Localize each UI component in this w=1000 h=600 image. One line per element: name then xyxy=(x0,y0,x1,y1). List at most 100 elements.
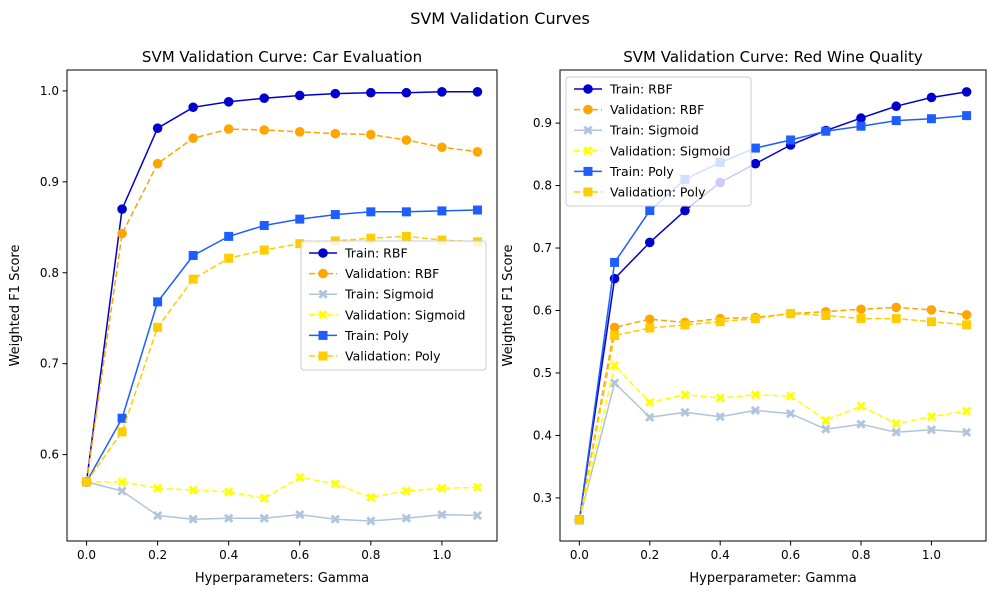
series-train-sigmoid xyxy=(574,378,972,525)
data-point xyxy=(295,214,305,224)
data-point xyxy=(750,143,760,153)
data-point xyxy=(962,320,972,330)
data-point xyxy=(117,413,127,423)
data-point xyxy=(437,206,447,216)
y-axis-label: Weighted F1 Score xyxy=(501,245,516,367)
data-point xyxy=(786,309,796,319)
data-point xyxy=(472,510,483,521)
data-point xyxy=(224,487,234,497)
data-point xyxy=(401,87,412,98)
legend-swatch-marker xyxy=(583,104,593,115)
data-point xyxy=(961,310,972,320)
data-point xyxy=(821,126,831,136)
legend-swatch-marker xyxy=(318,351,328,361)
data-point xyxy=(152,123,163,133)
legend-entry-label: Train: RBF xyxy=(609,82,673,97)
data-point xyxy=(188,514,198,524)
legend-swatch-marker xyxy=(318,310,328,320)
legend-swatch-marker xyxy=(583,146,593,156)
data-point xyxy=(645,323,655,333)
figure-title: SVM Validation Curves xyxy=(410,9,590,28)
data-point xyxy=(117,228,127,239)
data-point xyxy=(926,305,937,315)
data-point xyxy=(786,135,796,145)
data-point xyxy=(366,87,376,98)
series-validation-rbf xyxy=(574,302,972,525)
data-point xyxy=(856,314,866,324)
legend-entry-label: Train: Poly xyxy=(344,328,409,343)
data-point xyxy=(926,114,936,124)
data-point xyxy=(821,310,831,320)
data-point xyxy=(962,406,972,416)
y-tick-label: 0.6 xyxy=(40,448,59,462)
data-point xyxy=(294,90,305,101)
x-axis-label: Hyperparameter: Gamma xyxy=(689,571,856,586)
series-validation-sigmoid xyxy=(574,360,972,525)
legend-entry-label: Train: Sigmoid xyxy=(344,287,434,302)
series-line xyxy=(578,306,967,520)
data-point xyxy=(366,516,376,526)
legend-box xyxy=(300,240,487,371)
data-point xyxy=(401,231,411,241)
data-point xyxy=(330,514,340,524)
data-point xyxy=(680,407,690,417)
data-point xyxy=(259,220,269,230)
data-point xyxy=(715,393,725,403)
chart-title: SVM Validation Curve: Red Wine Quality xyxy=(623,48,923,66)
data-point xyxy=(891,302,902,313)
legend-box xyxy=(565,76,752,207)
data-point xyxy=(401,135,412,145)
x-tick-label: 0.0 xyxy=(570,548,589,562)
legend: Train: RBF Validation: RBF Train: Sigmoid V… xyxy=(300,240,487,371)
legend-swatch-marker xyxy=(318,330,328,340)
legend: Train: RBF Validation: RBF Train: Sigmoid V… xyxy=(565,76,752,207)
data-point xyxy=(82,477,92,487)
data-point xyxy=(750,158,761,169)
data-point xyxy=(294,127,305,137)
data-point xyxy=(366,492,376,502)
y-tick-label: 0.9 xyxy=(533,116,552,130)
data-point xyxy=(223,97,234,107)
data-point xyxy=(188,250,198,260)
data-point xyxy=(856,304,866,315)
x-axis-label: Hyperparameters: Gamma xyxy=(195,571,369,586)
data-point xyxy=(330,479,340,489)
data-point xyxy=(891,418,901,429)
y-tick-label: 0.5 xyxy=(533,366,552,380)
series-line xyxy=(578,114,967,520)
data-point xyxy=(401,513,412,523)
y-tick-label: 0.3 xyxy=(533,491,552,505)
data-point xyxy=(715,412,725,422)
data-point xyxy=(188,485,198,495)
data-point xyxy=(330,128,341,139)
data-point xyxy=(926,412,937,422)
data-point xyxy=(821,424,831,434)
data-point xyxy=(366,207,376,217)
data-point xyxy=(610,330,620,340)
legend-swatch-marker xyxy=(583,125,593,135)
data-point xyxy=(188,133,198,143)
data-point xyxy=(295,510,305,520)
x-tick-label: 0.0 xyxy=(77,548,96,562)
data-point xyxy=(644,237,655,248)
y-axis-label: Weighted F1 Score xyxy=(8,245,23,367)
data-point xyxy=(472,482,483,492)
data-point xyxy=(856,419,866,429)
legend-entry-label: Validation: RBF xyxy=(610,102,704,117)
data-point xyxy=(891,314,901,324)
data-point xyxy=(962,427,972,437)
legend-entry-label: Train: RBF xyxy=(344,246,408,261)
data-point xyxy=(224,513,234,523)
data-point xyxy=(117,204,127,214)
x-tick-label: 0.2 xyxy=(640,548,659,562)
data-point xyxy=(259,93,270,103)
x-tick-label: 1.0 xyxy=(432,548,451,562)
x-tick-label: 0.4 xyxy=(711,548,730,562)
series-train-poly xyxy=(82,205,482,487)
data-point xyxy=(891,427,901,437)
y-tick-label: 0.9 xyxy=(40,175,59,189)
plot-frame xyxy=(66,69,498,542)
series-line xyxy=(85,91,478,482)
data-point xyxy=(472,87,483,97)
series-line xyxy=(578,312,967,520)
